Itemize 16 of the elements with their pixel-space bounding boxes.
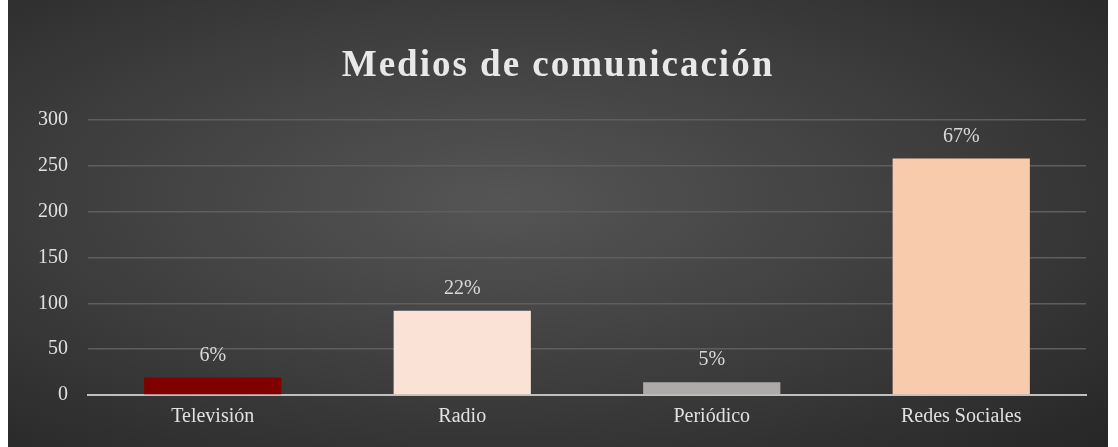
x-tick-label: Radio: [438, 404, 487, 427]
x-tick-label: Redes Sociales: [900, 404, 1022, 427]
y-tick-label: 250: [38, 153, 68, 176]
annotation: 5%: [698, 347, 726, 370]
y-tick-label: 0: [58, 382, 68, 405]
chart-title: Medios de comunicación: [340, 42, 776, 85]
annotation: 22%: [443, 275, 481, 298]
annotation: 67%: [942, 123, 980, 146]
x-tick-label: Televisión: [171, 404, 255, 427]
y-tick-label: 300: [38, 107, 68, 130]
x-tick-label: Periódico: [673, 404, 751, 427]
y-tick-label: 100: [38, 290, 68, 313]
y-tick-label: 50: [48, 336, 68, 359]
annotation: 6%: [199, 342, 227, 365]
y-tick-label: 200: [38, 198, 68, 221]
y-tick-label: 150: [38, 244, 68, 267]
